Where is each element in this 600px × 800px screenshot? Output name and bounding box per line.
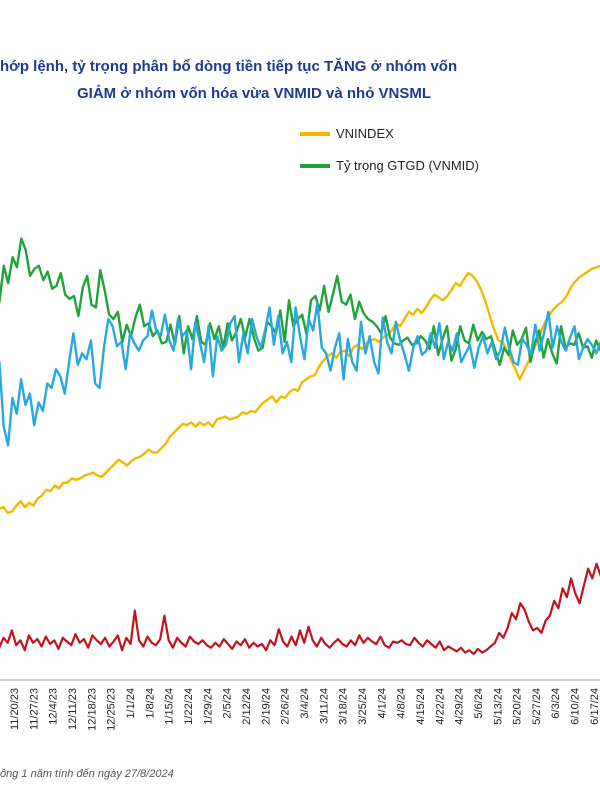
- x-tick-label: 4/22/24: [434, 688, 446, 725]
- x-tick-label: 1/8/24: [144, 688, 156, 719]
- x-tick-label: 3/18/24: [338, 688, 350, 725]
- legend-swatch-vnmid: [300, 163, 330, 168]
- x-tick-label: 5/20/24: [512, 688, 524, 725]
- legend-label-vnmid: Tỷ trọng GTGD (VNMID): [336, 158, 480, 173]
- x-tick-label: 1/1/24: [125, 688, 137, 719]
- x-tick-label: 2/5/24: [222, 688, 234, 719]
- x-tick-label: 2/26/24: [280, 688, 292, 725]
- x-tick-label: 4/15/24: [415, 688, 427, 725]
- series-vnsml-line: [0, 302, 600, 447]
- chart-title-line-1: hớp lệnh, tỷ trọng phân bổ dòng tiền tiế…: [0, 58, 458, 75]
- x-tick-label: 6/10/24: [570, 688, 582, 725]
- x-tick-label: 6/3/24: [550, 688, 562, 719]
- x-tick-label: 2/12/24: [241, 688, 253, 725]
- x-tick-label: 3/4/24: [299, 688, 311, 719]
- x-tick-label: 5/6/24: [473, 688, 485, 719]
- series-vnindex-line: [0, 264, 600, 514]
- x-tick-label: 2/19/24: [260, 688, 272, 725]
- x-tick-label: 12/25/23: [106, 688, 118, 731]
- legend-label-vnindex: VNINDEX: [336, 126, 394, 141]
- x-tick-label: 3/25/24: [357, 688, 369, 725]
- legend-item-vnmid: Tỷ trọng GTGD (VNMID): [300, 158, 479, 173]
- x-tick-label: 6/17/24: [589, 688, 600, 725]
- x-tick-label: 12/11/23: [67, 688, 79, 730]
- x-tick-label: 4/29/24: [454, 688, 466, 725]
- x-tick-label: 4/1/24: [376, 688, 388, 719]
- legend-swatch-vnindex: [300, 131, 330, 136]
- x-tick-label: 5/13/24: [492, 688, 504, 725]
- chart-title-line-2: GIẢM ở nhóm vốn hóa vừa VNMID và nhỏ VNS…: [77, 85, 432, 102]
- legend-item-vnindex: VNINDEX: [300, 126, 394, 141]
- series-red-line: [0, 562, 600, 656]
- x-tick-label: 1/15/24: [164, 688, 176, 725]
- footnote: ông 1 năm tính đến ngày 27/8/2024: [0, 768, 174, 780]
- series-vnmid-line: [0, 237, 600, 367]
- x-tick-label: 1/22/24: [183, 688, 195, 725]
- x-tick-label: 5/27/24: [531, 688, 543, 725]
- x-tick-label: 11/27/23: [28, 688, 40, 730]
- x-tick-label: 11/20/23: [9, 688, 21, 730]
- x-tick-label: 4/8/24: [396, 688, 408, 719]
- x-tick-label: 3/11/24: [318, 688, 330, 724]
- x-tick-label: 1/29/24: [202, 688, 214, 725]
- x-tick-label: 12/18/23: [86, 688, 98, 731]
- x-tick-label: 12/4/23: [48, 688, 60, 725]
